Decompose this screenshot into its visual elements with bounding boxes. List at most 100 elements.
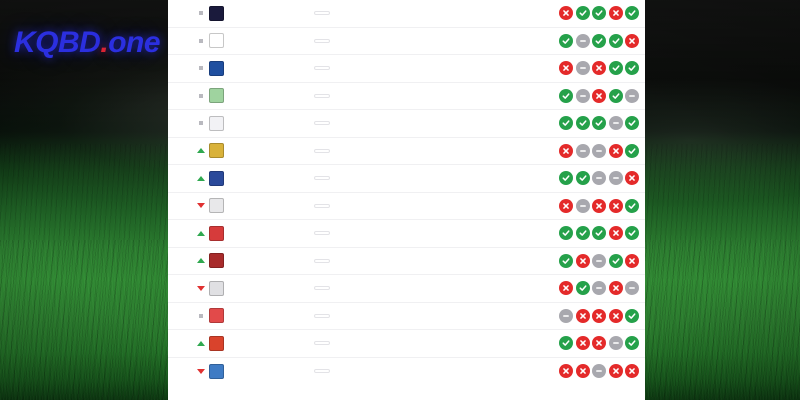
form-win-icon[interactable] xyxy=(625,116,639,131)
form-draw-icon[interactable] xyxy=(592,281,606,296)
form-loss-icon[interactable] xyxy=(592,61,606,76)
last-match-score-cell[interactable] xyxy=(301,121,343,126)
form-win-icon[interactable] xyxy=(625,226,639,241)
form-draw-icon[interactable] xyxy=(559,308,573,323)
form-win-icon[interactable] xyxy=(592,116,606,131)
form-win-icon[interactable] xyxy=(625,308,639,323)
form-loss-icon[interactable] xyxy=(559,364,573,379)
recent-form-cell xyxy=(547,308,641,323)
form-loss-icon[interactable] xyxy=(608,198,623,213)
table-row[interactable] xyxy=(168,358,645,386)
form-loss-icon[interactable] xyxy=(592,198,606,213)
last-match-score-cell[interactable] xyxy=(301,231,343,236)
table-row[interactable] xyxy=(168,193,645,220)
form-loss-icon[interactable] xyxy=(625,253,639,268)
form-draw-icon[interactable] xyxy=(575,61,590,76)
table-row[interactable] xyxy=(168,110,645,138)
form-win-icon[interactable] xyxy=(559,171,573,186)
form-win-icon[interactable] xyxy=(559,33,573,48)
form-win-icon[interactable] xyxy=(559,88,573,103)
form-loss-icon[interactable] xyxy=(608,308,623,323)
form-loss-icon[interactable] xyxy=(608,364,623,379)
form-loss-icon[interactable] xyxy=(575,336,590,351)
table-row[interactable] xyxy=(168,138,645,165)
table-row[interactable] xyxy=(168,55,645,83)
table-row[interactable] xyxy=(168,0,645,28)
form-loss-icon[interactable] xyxy=(592,308,606,323)
last-match-score-cell[interactable] xyxy=(301,11,343,16)
form-draw-icon[interactable] xyxy=(608,116,623,131)
form-loss-icon[interactable] xyxy=(559,61,573,76)
form-loss-icon[interactable] xyxy=(625,171,639,186)
last-match-score-cell[interactable] xyxy=(301,148,343,153)
last-match-score-cell[interactable] xyxy=(301,176,343,181)
table-row[interactable] xyxy=(168,275,645,303)
last-match-score-cell[interactable] xyxy=(301,313,343,318)
form-draw-icon[interactable] xyxy=(625,88,639,103)
table-row[interactable] xyxy=(168,28,645,55)
form-draw-icon[interactable] xyxy=(592,364,606,379)
last-match-score-cell[interactable] xyxy=(301,203,343,208)
form-loss-icon[interactable] xyxy=(608,226,623,241)
form-win-icon[interactable] xyxy=(575,6,590,21)
last-match-score-cell[interactable] xyxy=(301,369,343,374)
form-draw-icon[interactable] xyxy=(592,143,606,158)
table-row[interactable] xyxy=(168,220,645,248)
last-match-score-cell[interactable] xyxy=(301,38,343,43)
form-win-icon[interactable] xyxy=(608,61,623,76)
form-loss-icon[interactable] xyxy=(559,281,573,296)
table-row[interactable] xyxy=(168,303,645,330)
form-win-icon[interactable] xyxy=(608,253,623,268)
last-match-score-cell[interactable] xyxy=(301,286,343,291)
table-row[interactable] xyxy=(168,330,645,358)
form-win-icon[interactable] xyxy=(575,116,590,131)
form-draw-icon[interactable] xyxy=(592,253,606,268)
form-draw-icon[interactable] xyxy=(575,33,590,48)
table-row[interactable] xyxy=(168,248,645,275)
last-match-score-cell[interactable] xyxy=(301,258,343,263)
form-loss-icon[interactable] xyxy=(625,364,639,379)
last-match-score-cell[interactable] xyxy=(301,93,343,98)
form-draw-icon[interactable] xyxy=(575,88,590,103)
form-win-icon[interactable] xyxy=(608,88,623,103)
form-loss-icon[interactable] xyxy=(559,6,573,21)
form-loss-icon[interactable] xyxy=(592,336,606,351)
form-win-icon[interactable] xyxy=(559,226,573,241)
form-loss-icon[interactable] xyxy=(608,281,623,296)
last-match-score-cell[interactable] xyxy=(301,341,343,346)
form-loss-icon[interactable] xyxy=(625,33,639,48)
form-loss-icon[interactable] xyxy=(608,6,623,21)
form-win-icon[interactable] xyxy=(559,253,573,268)
form-win-icon[interactable] xyxy=(625,143,639,158)
table-row[interactable] xyxy=(168,83,645,110)
form-win-icon[interactable] xyxy=(559,336,573,351)
form-draw-icon[interactable] xyxy=(592,171,606,186)
form-loss-icon[interactable] xyxy=(575,253,590,268)
site-logo[interactable]: KQBD.one xyxy=(14,26,161,60)
form-draw-icon[interactable] xyxy=(575,198,590,213)
form-win-icon[interactable] xyxy=(592,6,606,21)
form-win-icon[interactable] xyxy=(575,281,590,296)
form-win-icon[interactable] xyxy=(625,6,639,21)
form-win-icon[interactable] xyxy=(575,226,590,241)
form-draw-icon[interactable] xyxy=(608,171,623,186)
form-loss-icon[interactable] xyxy=(592,88,606,103)
form-win-icon[interactable] xyxy=(625,61,639,76)
form-loss-icon[interactable] xyxy=(559,198,573,213)
form-draw-icon[interactable] xyxy=(608,336,623,351)
form-win-icon[interactable] xyxy=(592,33,606,48)
form-win-icon[interactable] xyxy=(625,198,639,213)
form-loss-icon[interactable] xyxy=(608,143,623,158)
form-loss-icon[interactable] xyxy=(559,143,573,158)
form-draw-icon[interactable] xyxy=(625,281,639,296)
form-win-icon[interactable] xyxy=(575,171,590,186)
form-draw-icon[interactable] xyxy=(575,143,590,158)
form-win-icon[interactable] xyxy=(625,336,639,351)
last-match-score-cell[interactable] xyxy=(301,66,343,71)
table-row[interactable] xyxy=(168,165,645,193)
form-loss-icon[interactable] xyxy=(575,308,590,323)
form-win-icon[interactable] xyxy=(559,116,573,131)
form-win-icon[interactable] xyxy=(608,33,623,48)
form-loss-icon[interactable] xyxy=(575,364,590,379)
form-win-icon[interactable] xyxy=(592,226,606,241)
